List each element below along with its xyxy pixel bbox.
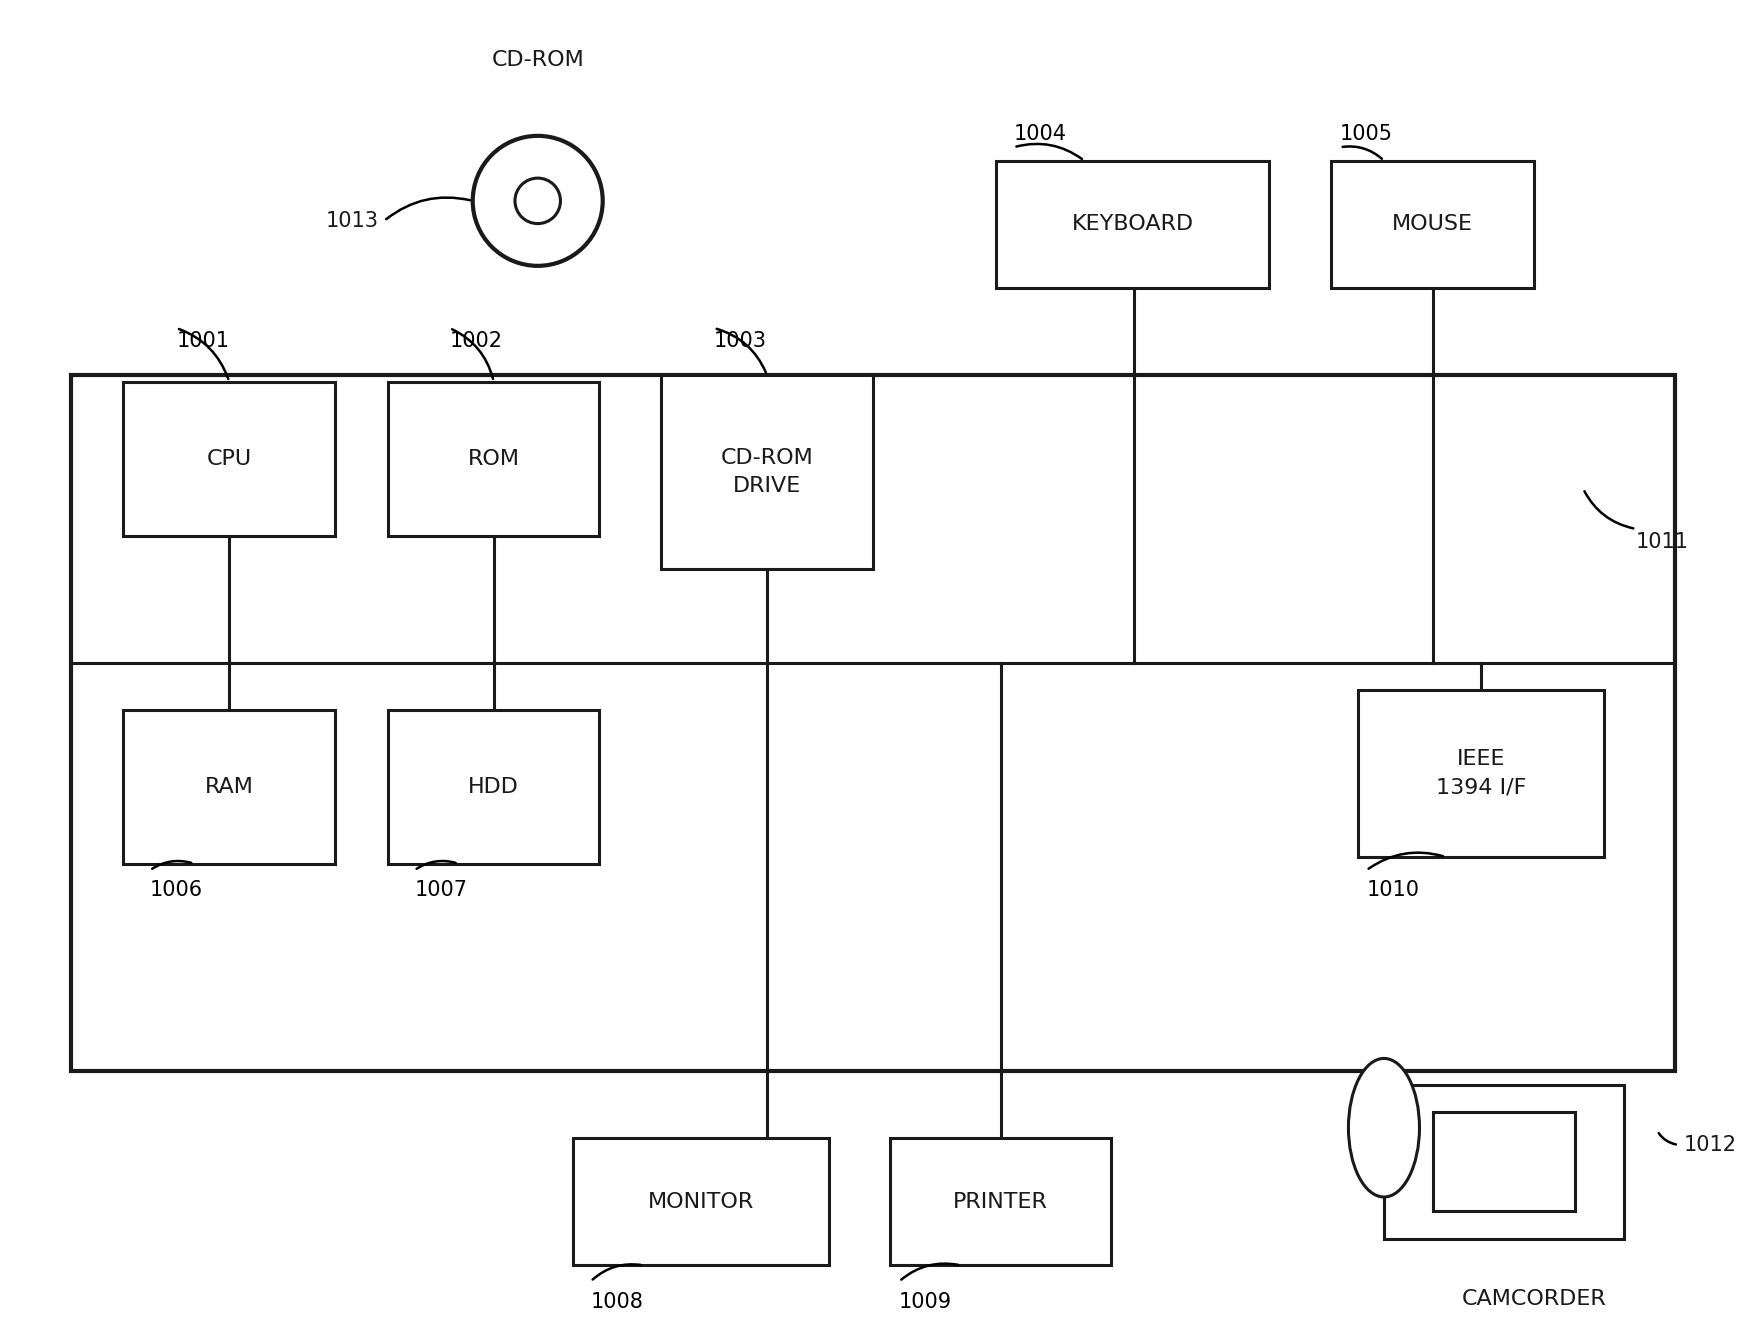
Text: 1005: 1005 [1340, 125, 1393, 143]
Text: 1004: 1004 [1014, 125, 1067, 143]
Text: 1003: 1003 [714, 332, 767, 351]
Bar [890, 1138, 1111, 1265]
Ellipse shape [1349, 1058, 1419, 1197]
Text: KEYBOARD: KEYBOARD [1072, 214, 1194, 234]
Bar [388, 710, 599, 864]
Bar [1433, 1113, 1576, 1210]
Text: IEEE
1394 I/F: IEEE 1394 I/F [1435, 750, 1527, 797]
Bar [1331, 161, 1534, 288]
Ellipse shape [472, 135, 603, 266]
Ellipse shape [515, 178, 561, 224]
Text: 1006: 1006 [150, 881, 203, 900]
Bar [661, 375, 873, 569]
Text: RAM: RAM [205, 777, 254, 797]
Bar [996, 161, 1269, 288]
Text: 1013: 1013 [326, 212, 379, 230]
Text: MOUSE: MOUSE [1393, 214, 1472, 234]
Bar [1358, 690, 1604, 857]
Text: 1002: 1002 [450, 332, 502, 351]
Bar [71, 375, 1675, 1071]
Bar [123, 382, 335, 536]
Text: HDD: HDD [469, 777, 518, 797]
Bar [573, 1138, 829, 1265]
Text: 1001: 1001 [176, 332, 229, 351]
Text: CD-ROM
DRIVE: CD-ROM DRIVE [721, 449, 813, 495]
Text: 1012: 1012 [1684, 1135, 1737, 1154]
Text: 1007: 1007 [414, 881, 467, 900]
Text: CAMCORDER: CAMCORDER [1462, 1289, 1606, 1308]
Text: 1009: 1009 [899, 1292, 952, 1311]
Text: 1008: 1008 [591, 1292, 643, 1311]
Bar [123, 710, 335, 864]
Bar [1384, 1085, 1624, 1239]
Text: 1010: 1010 [1366, 881, 1419, 900]
Bar [388, 382, 599, 536]
Text: ROM: ROM [467, 449, 520, 469]
Text: 1011: 1011 [1636, 533, 1689, 552]
Text: PRINTER: PRINTER [954, 1192, 1047, 1212]
Text: CD-ROM: CD-ROM [492, 51, 584, 70]
Text: MONITOR: MONITOR [647, 1192, 755, 1212]
Text: CPU: CPU [206, 449, 252, 469]
